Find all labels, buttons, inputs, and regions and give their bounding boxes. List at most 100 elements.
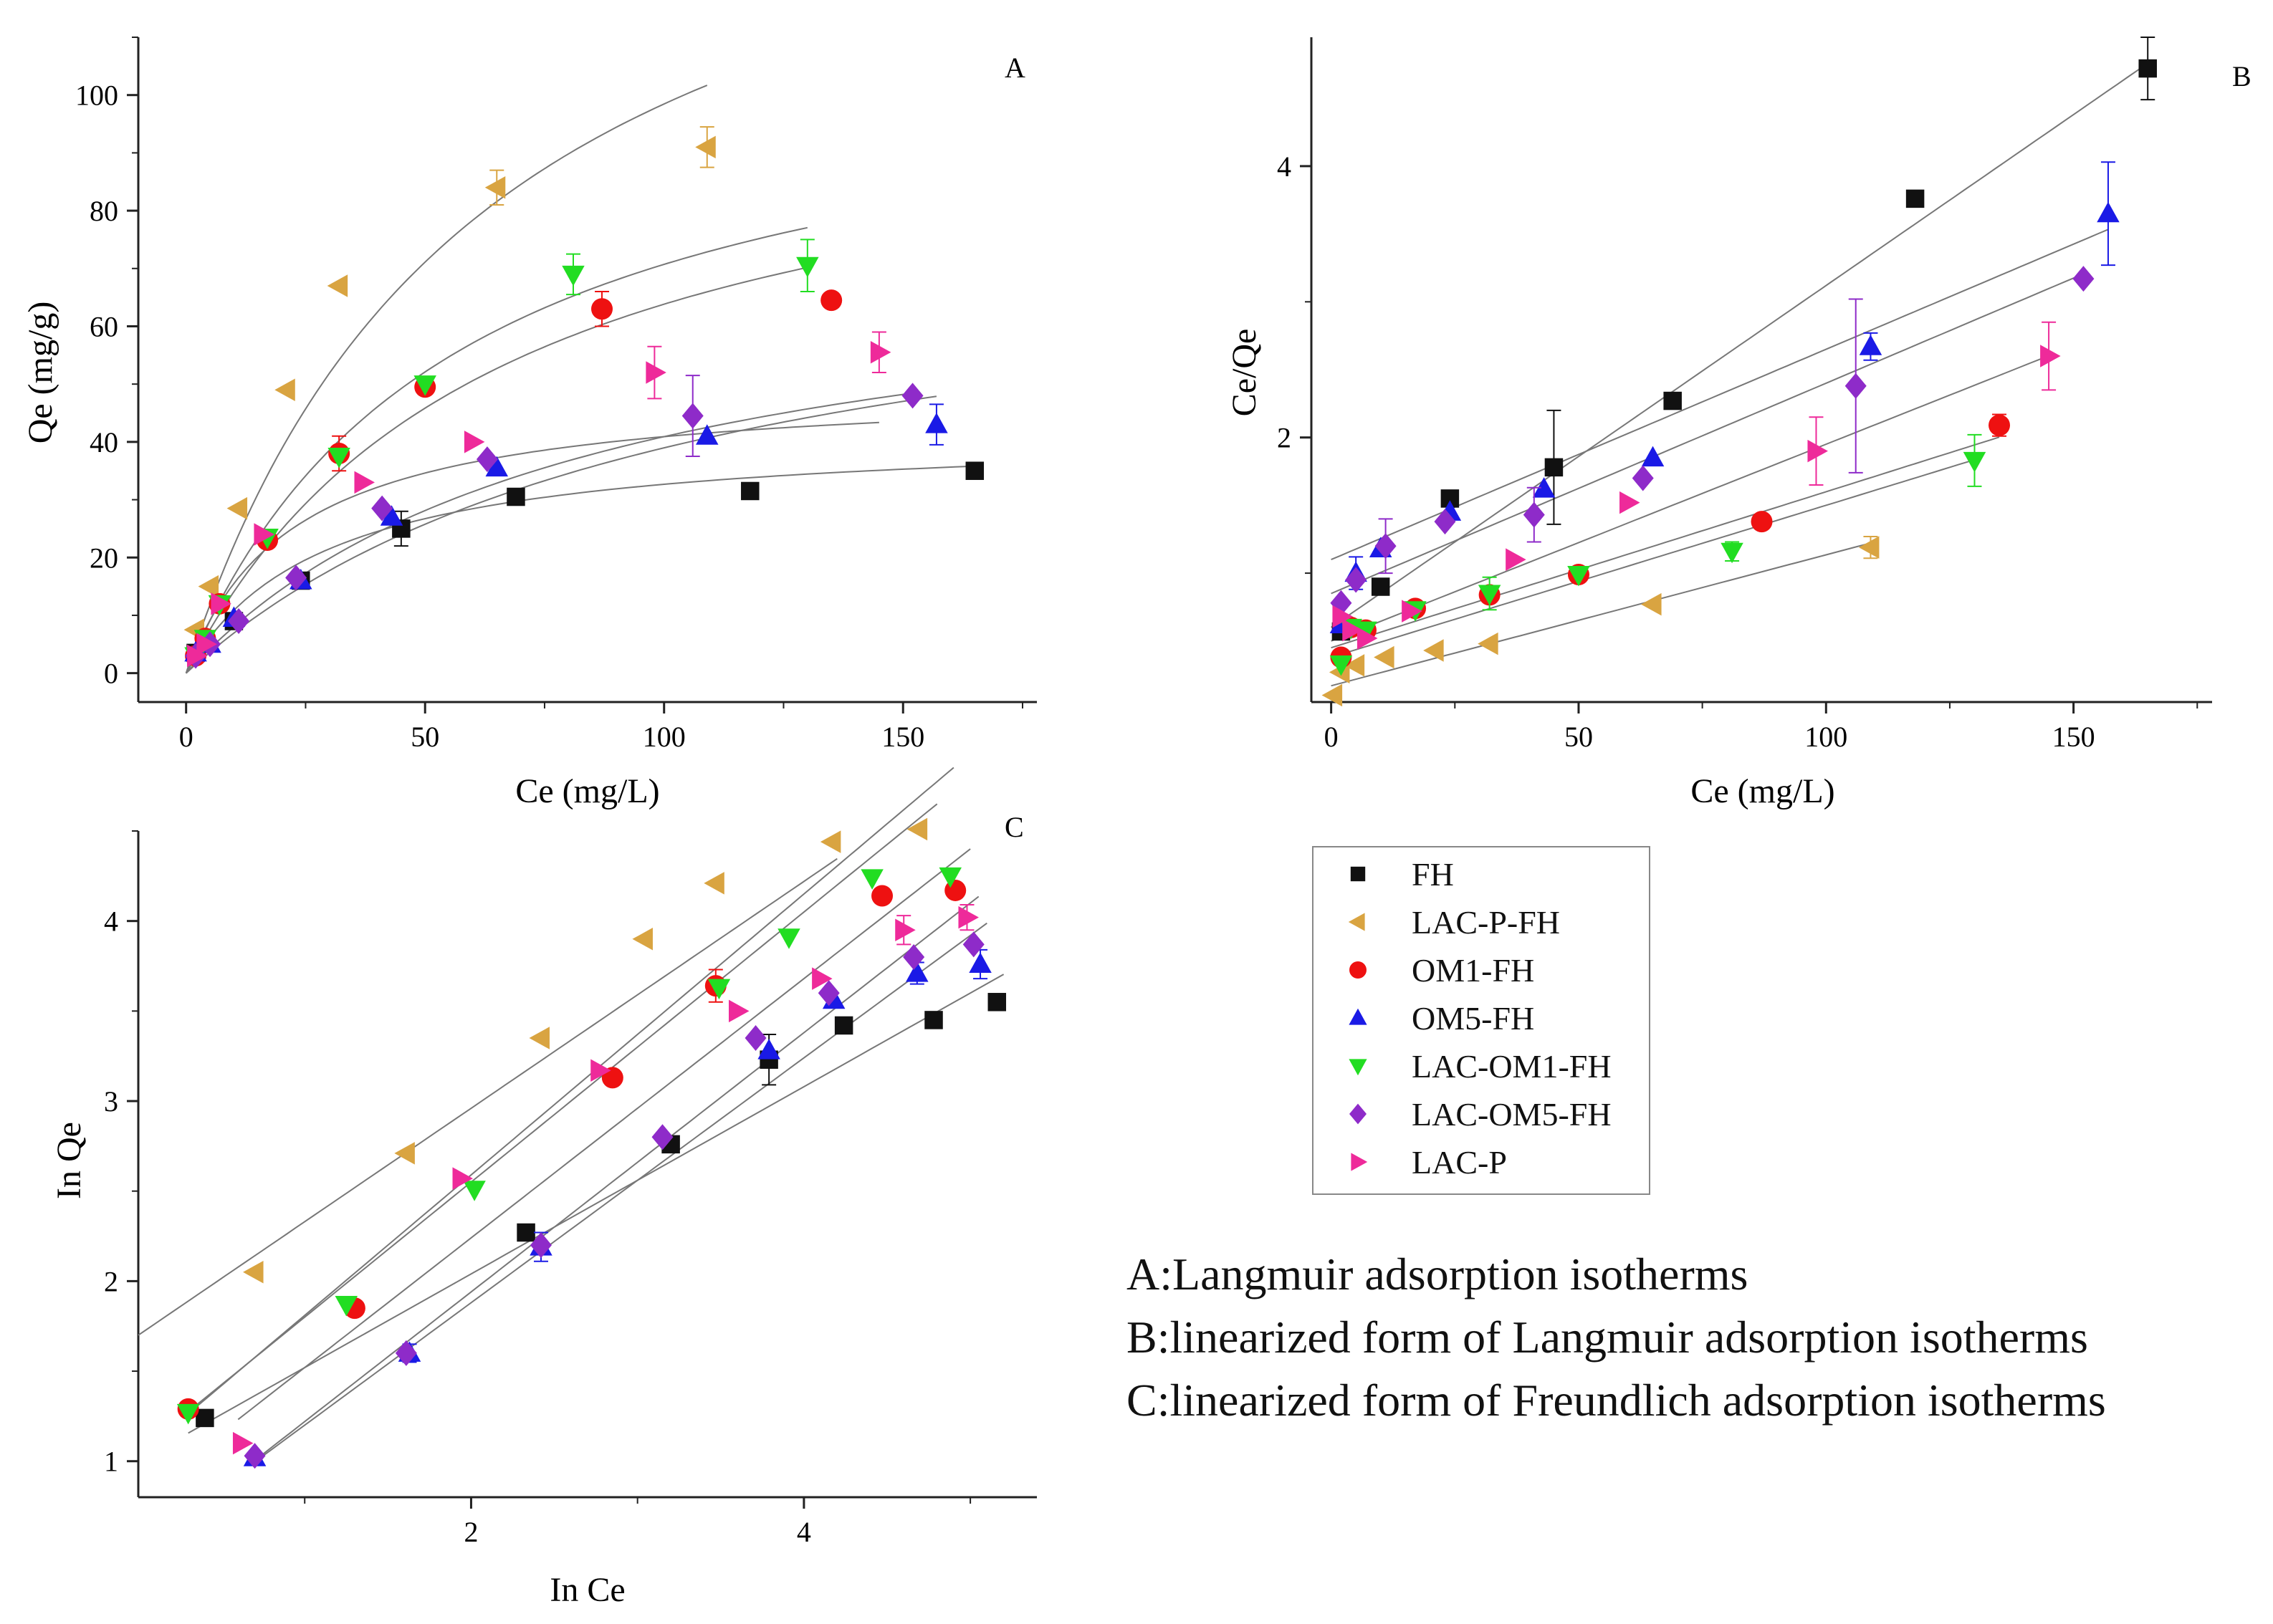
panel-a-point-lac-om1-fh xyxy=(796,256,819,278)
panel-b-point-lac-p-fh xyxy=(1478,632,1498,655)
panel-c-point-om5-fh xyxy=(969,952,992,973)
panel-b-point-lac-p-fh xyxy=(1321,683,1343,707)
panel-a-point-lac-om1-fh xyxy=(413,375,436,396)
panel-a-point-lac-om5-fh xyxy=(681,403,704,429)
panel-a-point-lac-om5-fh xyxy=(228,608,250,635)
panel-b-point-lac-p xyxy=(1619,491,1640,514)
panel-c-point-lac-om5-fh xyxy=(530,1232,552,1259)
panel-b-y-tick-label: 4 xyxy=(1277,150,1291,183)
panel-a-xlabel: Ce (mg/L) xyxy=(515,772,659,810)
panel-a-x-tick-label: 150 xyxy=(881,721,924,753)
panel-c-xlabel: In Ce xyxy=(550,1571,625,1609)
panel-b-letter: B xyxy=(2232,60,2252,92)
panel-c-point-fh xyxy=(987,993,1007,1012)
panel-c-point-lac-p-fh xyxy=(394,1142,415,1165)
panel-b-fit-line-om1-fh xyxy=(1331,436,2000,649)
panel-c-point-lac-om5-fh xyxy=(395,1340,417,1366)
panel-b-fit-line-lac-p xyxy=(1331,355,2049,642)
caption-b: B:linearized form of Langmuir adsorption… xyxy=(1126,1312,2088,1363)
panel-c-point-lac-om5-fh xyxy=(745,1025,767,1052)
panel-c-ylabel: In Qe xyxy=(50,1122,88,1199)
panel-b-point-om5-fh xyxy=(1859,335,1882,355)
panel-a-point-lac-om1-fh xyxy=(327,448,350,469)
panel-b-fit-line-om5-fh xyxy=(1331,229,2109,561)
legend-label: OM5-FH xyxy=(1412,1000,1534,1037)
panel-b-point-lac-p-fh xyxy=(1344,654,1365,677)
panel-a-point-lac-om1-fh xyxy=(562,265,585,287)
panel-a-point-lac-p-fh xyxy=(226,496,248,520)
panel-c-point-lac-p xyxy=(452,1167,474,1190)
panel-b-point-lac-p xyxy=(1402,600,1422,623)
panel-b-point-fh xyxy=(2138,59,2157,78)
panel-c-point-lac-p xyxy=(812,967,833,990)
panel-b-point-om1-fh xyxy=(1989,414,2011,436)
panel-c-fit-line-lac-om5-fh xyxy=(254,895,980,1461)
panel-b-point-lac-p-fh xyxy=(1374,645,1394,669)
panel-a-fit-line-om5-fh xyxy=(186,395,937,674)
panel-a-point-fh xyxy=(965,461,985,480)
panel-c-point-lac-p xyxy=(958,905,979,929)
panel-c-fit-line-om5-fh xyxy=(254,922,987,1463)
panel-b-ylabel: Ce/Qe xyxy=(1225,329,1263,417)
legend-label: LAC-OM5-FH xyxy=(1412,1096,1612,1133)
panel-c-point-om5-fh xyxy=(906,961,929,982)
panel-b-point-lac-p xyxy=(1506,548,1526,571)
panel-c-point-lac-om1-fh xyxy=(777,928,800,949)
panel-c-y-tick-label: 4 xyxy=(104,905,118,938)
panel-a-point-lac-om5-fh xyxy=(371,495,393,522)
panel-c-y-tick-label: 3 xyxy=(104,1085,118,1118)
panel-a-y-tick-label: 60 xyxy=(90,310,118,342)
legend-marker-lac-om5-fh xyxy=(1349,1103,1367,1125)
panel-a-point-lac-p xyxy=(870,341,891,364)
panel-a-point-lac-p-fh xyxy=(484,176,506,199)
legend-marker-om5-fh xyxy=(1349,1008,1367,1025)
panel-c-point-lac-p-fh xyxy=(529,1027,550,1049)
panel-b-fit-line-lac-p-fh xyxy=(1331,542,1871,687)
legend-marker-lac-p-fh xyxy=(1348,913,1365,931)
panel-a-y-tick-label: 40 xyxy=(90,426,118,458)
panel-a-point-lac-om5-fh xyxy=(901,383,924,409)
panel-c-point-om5-fh xyxy=(757,1039,780,1060)
panel-c-x-tick-label: 2 xyxy=(464,1516,478,1548)
panel-c-point-fh xyxy=(834,1016,853,1035)
panel-c-point-lac-p xyxy=(895,918,916,941)
panel-b-fit-line-fh xyxy=(1331,62,2148,628)
panel-b-fit-line-lac-om1-fh xyxy=(1331,458,1975,658)
panel-a-y-tick-label: 0 xyxy=(104,658,118,690)
panel-c-point-lac-p-fh xyxy=(704,872,724,895)
panel-a-point-lac-om5-fh xyxy=(285,564,307,591)
panel-c-point-lac-om1-fh xyxy=(707,979,731,1000)
panel-c-point-fh xyxy=(196,1408,214,1428)
panel-c-point-lac-om1-fh xyxy=(939,867,962,888)
panel-a-point-lac-p-fh xyxy=(327,274,348,297)
panel-b-point-om5-fh xyxy=(2097,201,2120,223)
panel-b-point-lac-p xyxy=(1332,605,1353,628)
panel-a-point-lac-p-fh xyxy=(198,575,219,598)
panel-a-fit-line-fh xyxy=(185,465,975,674)
panel-a-point-om5-fh xyxy=(380,505,403,526)
panel-c-point-lac-p-fh xyxy=(632,928,653,951)
panel-a-point-lac-p xyxy=(187,644,208,668)
panel-c-point-lac-p xyxy=(590,1059,611,1082)
caption-c: C:linearized form of Freundlich adsorpti… xyxy=(1126,1375,2106,1426)
panel-a-point-lac-p xyxy=(646,361,666,384)
panel-b-xlabel: Ce (mg/L) xyxy=(1690,772,1834,810)
panel-b-point-om1-fh xyxy=(1751,511,1773,533)
panel-a-point-om1-fh xyxy=(820,289,843,312)
legend-label: LAC-P xyxy=(1412,1144,1507,1181)
panel-a-point-om1-fh xyxy=(591,298,613,320)
panel-c-point-lac-p xyxy=(729,999,750,1023)
legend-marker-fh xyxy=(1350,866,1366,882)
panel-c-fit-line-lac-p-fh xyxy=(138,857,838,1336)
panel-b-x-tick-label: 100 xyxy=(1804,721,1847,753)
caption-a: A:Langmuir adsorption isotherms xyxy=(1126,1249,1748,1299)
panel-b-point-lac-om5-fh xyxy=(1345,567,1367,593)
panel-b-point-lac-p xyxy=(1356,627,1378,650)
panel-a-point-lac-p xyxy=(254,523,274,546)
panel-b-point-fh xyxy=(1663,391,1682,410)
panel-c-point-lac-om5-fh xyxy=(903,943,925,970)
panel-b-x-tick-label: 50 xyxy=(1564,721,1593,753)
panel-a-y-tick-label: 80 xyxy=(90,195,118,227)
panel-c-point-lac-p xyxy=(232,1431,254,1455)
panel-b-point-lac-om1-fh xyxy=(1963,451,1986,473)
